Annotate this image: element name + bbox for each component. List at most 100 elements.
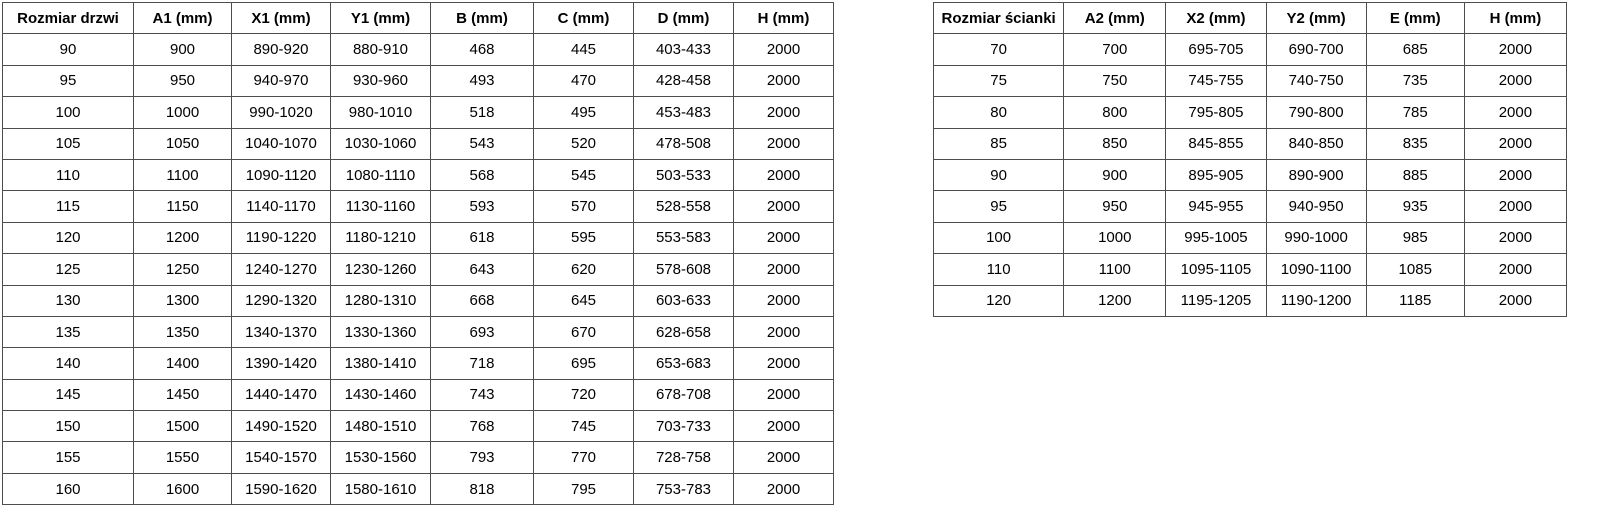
column-header: X2 (mm) — [1165, 1, 1267, 35]
table-cell: 1530-1560 — [330, 441, 431, 474]
table-cell: 2000 — [733, 410, 834, 443]
table-cell: 1550 — [133, 441, 232, 474]
table-row: 80 800 795-805 790-800 785 2000 — [932, 96, 1568, 129]
table-cell: 990-1000 — [1265, 221, 1367, 255]
table-cell: 110 — [2, 158, 134, 192]
table-row: 120 1200 1190-1220 1180-1210 618 595 553-583 20… — [2, 221, 834, 255]
table-cell: 595 — [533, 221, 634, 255]
table-cell: 520 — [533, 127, 634, 160]
table-cell: 695 — [533, 347, 634, 380]
table-cell: 1600 — [133, 472, 232, 506]
table-cell: 1290-1320 — [231, 284, 331, 317]
table-cell: 1590-1620 — [231, 472, 331, 506]
table-row: 95 950 945-955 940-950 935 2000 — [932, 190, 1568, 223]
table-cell: 503-533 — [633, 158, 734, 192]
table-row: 110 1100 1095-1105 1090-1100 1085 2000 — [932, 253, 1568, 286]
table-cell: 100 — [932, 221, 1065, 255]
table-cell: 795-805 — [1165, 96, 1267, 129]
table-cell: 1195-1205 — [1165, 284, 1267, 317]
table-cell: 1180-1210 — [330, 221, 431, 255]
table-cell: 935 — [1365, 190, 1465, 223]
table-row: 100 1000 995-1005 990-1000 985 2000 — [932, 221, 1568, 255]
table-row: 105 1050 1040-1070 1030-1060 543 520 478-508 20… — [2, 127, 834, 160]
table-cell: 1480-1510 — [330, 410, 431, 443]
table-cell: 1095-1105 — [1165, 253, 1267, 286]
table-row: 115 1150 1140-1170 1130-1160 593 570 528-558 20… — [2, 190, 834, 223]
column-header: D (mm) — [633, 1, 734, 35]
table-cell: 2000 — [1463, 221, 1568, 255]
table-cell: 990-1020 — [231, 96, 331, 129]
table-cell: 945-955 — [1165, 190, 1267, 223]
table-cell: 685 — [1365, 33, 1465, 66]
table-row: 130 1300 1290-1320 1280-1310 668 645 603-633 20… — [2, 284, 834, 317]
table-cell: 743 — [430, 378, 534, 412]
table-cell: 2000 — [733, 158, 834, 192]
table-row: 90 900 895-905 890-900 885 2000 — [932, 158, 1568, 192]
table-cell: 768 — [430, 410, 534, 443]
table-cell: 840-850 — [1265, 127, 1367, 160]
table-cell: 940-970 — [231, 64, 331, 98]
table-cell: 2000 — [733, 284, 834, 317]
table-cell: 85 — [932, 127, 1065, 160]
table-cell: 568 — [430, 158, 534, 192]
table-cell: 890-900 — [1265, 158, 1367, 192]
table-cell: 1185 — [1365, 284, 1465, 317]
column-header: B (mm) — [430, 1, 534, 35]
table-cell: 2000 — [733, 378, 834, 412]
table-cell: 790-800 — [1265, 96, 1367, 129]
table-cell: 95 — [932, 190, 1065, 223]
table-cell: 1140-1170 — [231, 190, 331, 223]
table-cell: 403-433 — [633, 33, 734, 66]
table-cell: 553-583 — [633, 221, 734, 255]
table-cell: 1200 — [133, 221, 232, 255]
table-cell: 1430-1460 — [330, 378, 431, 412]
table-cell: 718 — [430, 347, 534, 380]
table-cell: 795 — [533, 472, 634, 506]
table-cell: 1090-1120 — [231, 158, 331, 192]
table-cell: 693 — [430, 315, 534, 349]
column-header: H (mm) — [733, 1, 834, 35]
table-cell: 2000 — [733, 221, 834, 255]
column-header: E (mm) — [1365, 1, 1465, 35]
table-row: 120 1200 1195-1205 1190-1200 1185 2000 — [932, 284, 1568, 317]
table-cell: 545 — [533, 158, 634, 192]
table-cell: 1450 — [133, 378, 232, 412]
table-cell: 493 — [430, 64, 534, 98]
table-cell: 2000 — [733, 347, 834, 380]
table-cell: 1090-1100 — [1265, 253, 1367, 286]
table-cell: 1340-1370 — [231, 315, 331, 349]
table-cell: 1085 — [1365, 253, 1465, 286]
table-cell: 728-758 — [633, 441, 734, 474]
table-cell: 618 — [430, 221, 534, 255]
table-cell: 950 — [133, 64, 232, 98]
table-row: 110 1100 1090-1120 1080-1110 568 545 503-533 20… — [2, 158, 834, 192]
table-cell: 90 — [932, 158, 1065, 192]
table-cell: 770 — [533, 441, 634, 474]
table-cell: 785 — [1365, 96, 1465, 129]
table-cell: 1240-1270 — [231, 253, 331, 286]
table-cell: 1380-1410 — [330, 347, 431, 380]
table-cell: 160 — [2, 472, 134, 506]
table-cell: 470 — [533, 64, 634, 98]
table-cell: 1490-1520 — [231, 410, 331, 443]
table-cell: 930-960 — [330, 64, 431, 98]
table-cell: 1100 — [133, 158, 232, 192]
table-cell: 120 — [932, 284, 1065, 317]
table-cell: 135 — [2, 315, 134, 349]
table-row: 160 1600 1590-1620 1580-1610 818 795 753-783 20… — [2, 472, 834, 506]
table-cell: 2000 — [733, 64, 834, 98]
table-cell: 2000 — [1463, 33, 1568, 66]
door-table-header-row: Rozmiar drzwi A1 (mm) X1 (mm) Y1 (mm) B (mm)… — [2, 1, 834, 35]
table-cell: 2000 — [733, 315, 834, 349]
table-cell: 845-855 — [1165, 127, 1267, 160]
table-cell: 2000 — [1463, 190, 1568, 223]
table-cell: 1040-1070 — [231, 127, 331, 160]
table-cell: 753-783 — [633, 472, 734, 506]
column-header: X1 (mm) — [231, 1, 331, 35]
column-header: Y2 (mm) — [1265, 1, 1367, 35]
table-cell: 678-708 — [633, 378, 734, 412]
table-cell: 1300 — [133, 284, 232, 317]
table-cell: 1080-1110 — [330, 158, 431, 192]
table-cell: 2000 — [733, 33, 834, 66]
